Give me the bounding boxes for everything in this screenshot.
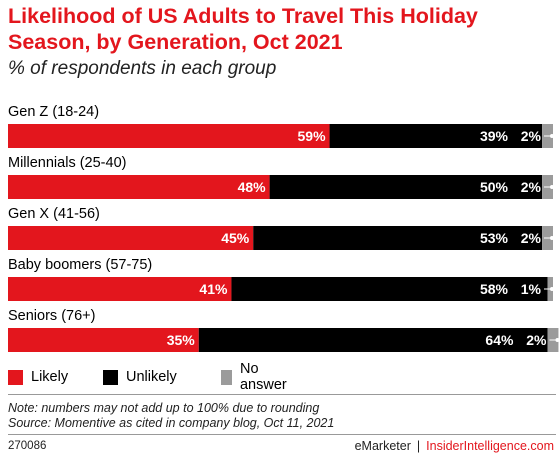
chart-title: Likelihood of US Adults to Travel This H… bbox=[8, 4, 478, 54]
chart-id: 270086 bbox=[8, 440, 47, 452]
leader-dot-gen-x-41-56 bbox=[550, 236, 554, 240]
legend-label-unlikely: Unlikely bbox=[126, 369, 177, 385]
data-label-likely-gen-z-18-24: 59% bbox=[298, 128, 327, 144]
legend-item-unlikely: Unlikely bbox=[103, 367, 177, 387]
leader-dot-millennials-25-40 bbox=[550, 185, 554, 189]
bar-segment-unlikely-seniors-76 bbox=[198, 328, 548, 352]
bar-segment-likely-millennials-25-40 bbox=[8, 175, 270, 199]
brand-name: eMarketer bbox=[354, 439, 411, 453]
bar-segment-likely-gen-z-18-24 bbox=[8, 124, 330, 148]
bar-segment-unlikely-gen-z-18-24 bbox=[329, 124, 543, 148]
notes-divider bbox=[8, 394, 556, 395]
category-label-gen-x-41-56: Gen X (41-56) bbox=[8, 206, 100, 222]
footer-brand: eMarketer | InsiderIntelligence.com bbox=[355, 439, 554, 453]
data-label-no-answer-gen-x-41-56: 2% bbox=[521, 230, 542, 246]
bar-segment-unlikely-baby-boomers-57-75 bbox=[231, 277, 548, 301]
legend-swatch-likely bbox=[8, 369, 23, 385]
data-label-likely-seniors-76: 35% bbox=[167, 332, 196, 348]
data-label-unlikely-seniors-76: 64% bbox=[485, 332, 514, 348]
footer-divider bbox=[8, 434, 556, 435]
data-label-unlikely-millennials-25-40: 50% bbox=[480, 179, 509, 195]
leader-dot-seniors-76 bbox=[555, 338, 560, 342]
note-source: Source: Momentive as cited in company bl… bbox=[8, 416, 335, 430]
chart-subtitle: % of respondents in each group bbox=[8, 58, 277, 79]
bar-segment-likely-baby-boomers-57-75 bbox=[8, 277, 232, 301]
brand-separator: | bbox=[416, 439, 421, 453]
data-label-no-answer-seniors-76: 2% bbox=[526, 332, 547, 348]
legend-item-no-answer: No answer bbox=[221, 361, 291, 393]
brand-site-link[interactable]: InsiderIntelligence.com bbox=[426, 439, 554, 453]
data-label-unlikely-baby-boomers-57-75: 58% bbox=[480, 281, 509, 297]
bar-segment-unlikely-gen-x-41-56 bbox=[253, 226, 543, 250]
note-rounding: Note: numbers may not add up to 100% due… bbox=[8, 401, 320, 415]
bar-segment-unlikely-millennials-25-40 bbox=[269, 175, 543, 199]
data-label-no-answer-gen-z-18-24: 2% bbox=[521, 128, 542, 144]
data-label-likely-gen-x-41-56: 45% bbox=[221, 230, 250, 246]
data-label-likely-baby-boomers-57-75: 41% bbox=[199, 281, 228, 297]
notes: Note: numbers may not add up to 100% due… bbox=[8, 401, 334, 431]
leader-dot-baby-boomers-57-75 bbox=[550, 287, 554, 291]
data-label-unlikely-gen-z-18-24: 39% bbox=[480, 128, 509, 144]
data-label-no-answer-millennials-25-40: 2% bbox=[521, 179, 542, 195]
legend-label-no-answer: No answer bbox=[239, 361, 287, 393]
legend-item-likely: Likely bbox=[8, 367, 68, 387]
stacked-bar-chart: Gen Z (18-24) 59% 2% 39% Millennials (25-40)… bbox=[8, 104, 560, 352]
category-label-gen-z-18-24: Gen Z (18-24) bbox=[8, 104, 99, 120]
data-label-unlikely-gen-x-41-56: 53% bbox=[480, 230, 509, 246]
category-label-baby-boomers-57-75: Baby boomers (57-75) bbox=[8, 257, 152, 273]
data-label-likely-millennials-25-40: 48% bbox=[238, 179, 267, 195]
legend-swatch-unlikely bbox=[103, 369, 118, 385]
category-label-millennials-25-40: Millennials (25-40) bbox=[8, 155, 126, 171]
category-label-seniors-76: Seniors (76+) bbox=[8, 308, 95, 324]
legend-label-likely: Likely bbox=[31, 369, 69, 385]
legend-swatch-no-answer bbox=[221, 369, 232, 385]
data-label-no-answer-baby-boomers-57-75: 1% bbox=[521, 281, 542, 297]
bar-segment-likely-gen-x-41-56 bbox=[8, 226, 254, 250]
bar-segment-likely-seniors-76 bbox=[8, 328, 199, 352]
leader-dot-gen-z-18-24 bbox=[550, 134, 554, 138]
